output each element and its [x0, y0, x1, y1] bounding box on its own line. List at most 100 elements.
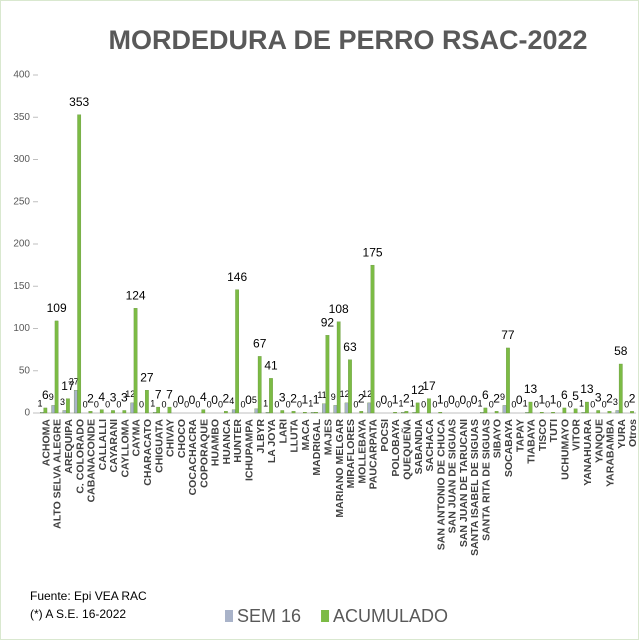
data-label: 3 [110, 391, 117, 405]
bar [130, 402, 135, 414]
bar [494, 411, 499, 414]
data-label: 0 [116, 399, 121, 409]
data-label: 6 [482, 388, 489, 402]
data-label: 0 [297, 399, 302, 409]
x-tick-label: Otros [627, 419, 639, 447]
x-tick-label: SAN ANTONIO DE CHUCA [435, 419, 447, 551]
data-label: 146 [227, 270, 247, 284]
data-label: 1 [392, 392, 399, 406]
data-label: 0 [432, 399, 437, 409]
data-label: 1 [477, 399, 482, 409]
bar [51, 405, 56, 414]
data-label: 1 [437, 392, 444, 406]
bar [483, 407, 488, 414]
data-label: 0 [211, 393, 218, 407]
data-label: 0 [471, 393, 478, 407]
data-label: 0 [556, 399, 561, 409]
bar [167, 406, 172, 414]
data-label: 1 [550, 392, 557, 406]
note: (*) A S.E. 16-2022 [30, 607, 126, 621]
data-label: 0 [195, 399, 200, 409]
data-label: 12 [411, 383, 425, 397]
y-tick-label: 300 [13, 154, 30, 165]
bar [427, 398, 431, 414]
data-label: 2 [290, 391, 297, 405]
data-label: 7 [155, 387, 162, 401]
x-tick-label: SACHACA [424, 419, 436, 472]
data-label: 0 [245, 393, 252, 407]
y-tick-label: 350 [13, 112, 30, 123]
data-label: 13 [524, 382, 538, 396]
data-label: 13 [580, 382, 594, 396]
data-label: 3 [595, 391, 602, 405]
data-label: 0 [421, 399, 426, 409]
bar [54, 320, 59, 414]
legend-label: ACUMULADO [333, 606, 448, 626]
data-label: 0 [448, 393, 455, 407]
data-label: 0 [590, 399, 595, 409]
y-tick-label: 400 [13, 70, 30, 81]
data-label: 0 [380, 393, 387, 407]
x-tick-label: CHOCO [176, 419, 188, 458]
x-tick-label: YANAHUARA [582, 419, 594, 486]
chart-title: MORDEDURA DE PERRO RSAC-2022 [108, 25, 587, 55]
x-tick-label: HUANCA [221, 419, 233, 465]
data-label: 108 [329, 302, 349, 316]
data-label: 0 [387, 399, 392, 409]
x-tick-label: CAYLLOMA [119, 419, 131, 478]
data-label: 11 [317, 390, 326, 400]
data-label: 0 [173, 399, 178, 409]
bar [62, 410, 67, 414]
bar [348, 359, 352, 414]
y-tick-label: 0 [24, 408, 30, 419]
data-label: 12 [340, 389, 350, 399]
data-label: 4 [98, 390, 105, 404]
x-tick-label: SOCABAYA [503, 419, 515, 478]
x-tick-label: QUEQUEÑA [400, 419, 413, 480]
data-label: 0 [353, 399, 358, 409]
data-label: 0 [459, 393, 466, 407]
x-tick-label: YANQUE [593, 419, 605, 463]
bar [618, 363, 623, 414]
data-label: 6 [561, 388, 568, 402]
data-label: 1 [301, 392, 308, 406]
data-label: 0 [286, 399, 291, 409]
x-tick-label: CAYARANI [108, 419, 120, 473]
bar [314, 412, 318, 414]
data-label: 9 [49, 392, 54, 402]
data-label: 353 [69, 95, 89, 109]
bar [551, 412, 555, 414]
data-label: 1 [263, 399, 268, 409]
x-tick-label: SAN JUAN DE TARUCANI [458, 419, 470, 547]
bar [344, 402, 349, 414]
bar [201, 409, 206, 414]
x-tick-label: LA JOYA [266, 419, 278, 464]
legend-swatch [321, 610, 330, 622]
bar [265, 412, 270, 414]
data-label: 0 [624, 399, 629, 409]
data-label: 1 [313, 392, 320, 406]
bar [111, 410, 115, 414]
data-label: 77 [501, 328, 515, 342]
data-label: 0 [207, 399, 212, 409]
data-label: 4 [200, 390, 207, 404]
data-label: 0 [105, 399, 110, 409]
bar [322, 403, 326, 414]
x-tick-label: SABANDIA [413, 419, 425, 475]
data-label: 4 [229, 396, 234, 406]
data-label: 63 [343, 340, 357, 354]
x-tick-label: LARI [277, 419, 289, 444]
bar [359, 411, 364, 414]
bar [415, 402, 420, 414]
data-label: 12 [362, 389, 372, 399]
bar [122, 410, 127, 414]
bar [280, 410, 285, 414]
bar [506, 347, 510, 414]
x-tick-label: MOLLEBAYA [356, 419, 368, 484]
data-label: 1 [410, 399, 415, 409]
data-label: 0 [545, 399, 550, 409]
data-label: 12 [125, 389, 135, 399]
bar [269, 378, 273, 414]
data-label: 9 [500, 392, 505, 402]
data-label: 2 [493, 391, 500, 405]
